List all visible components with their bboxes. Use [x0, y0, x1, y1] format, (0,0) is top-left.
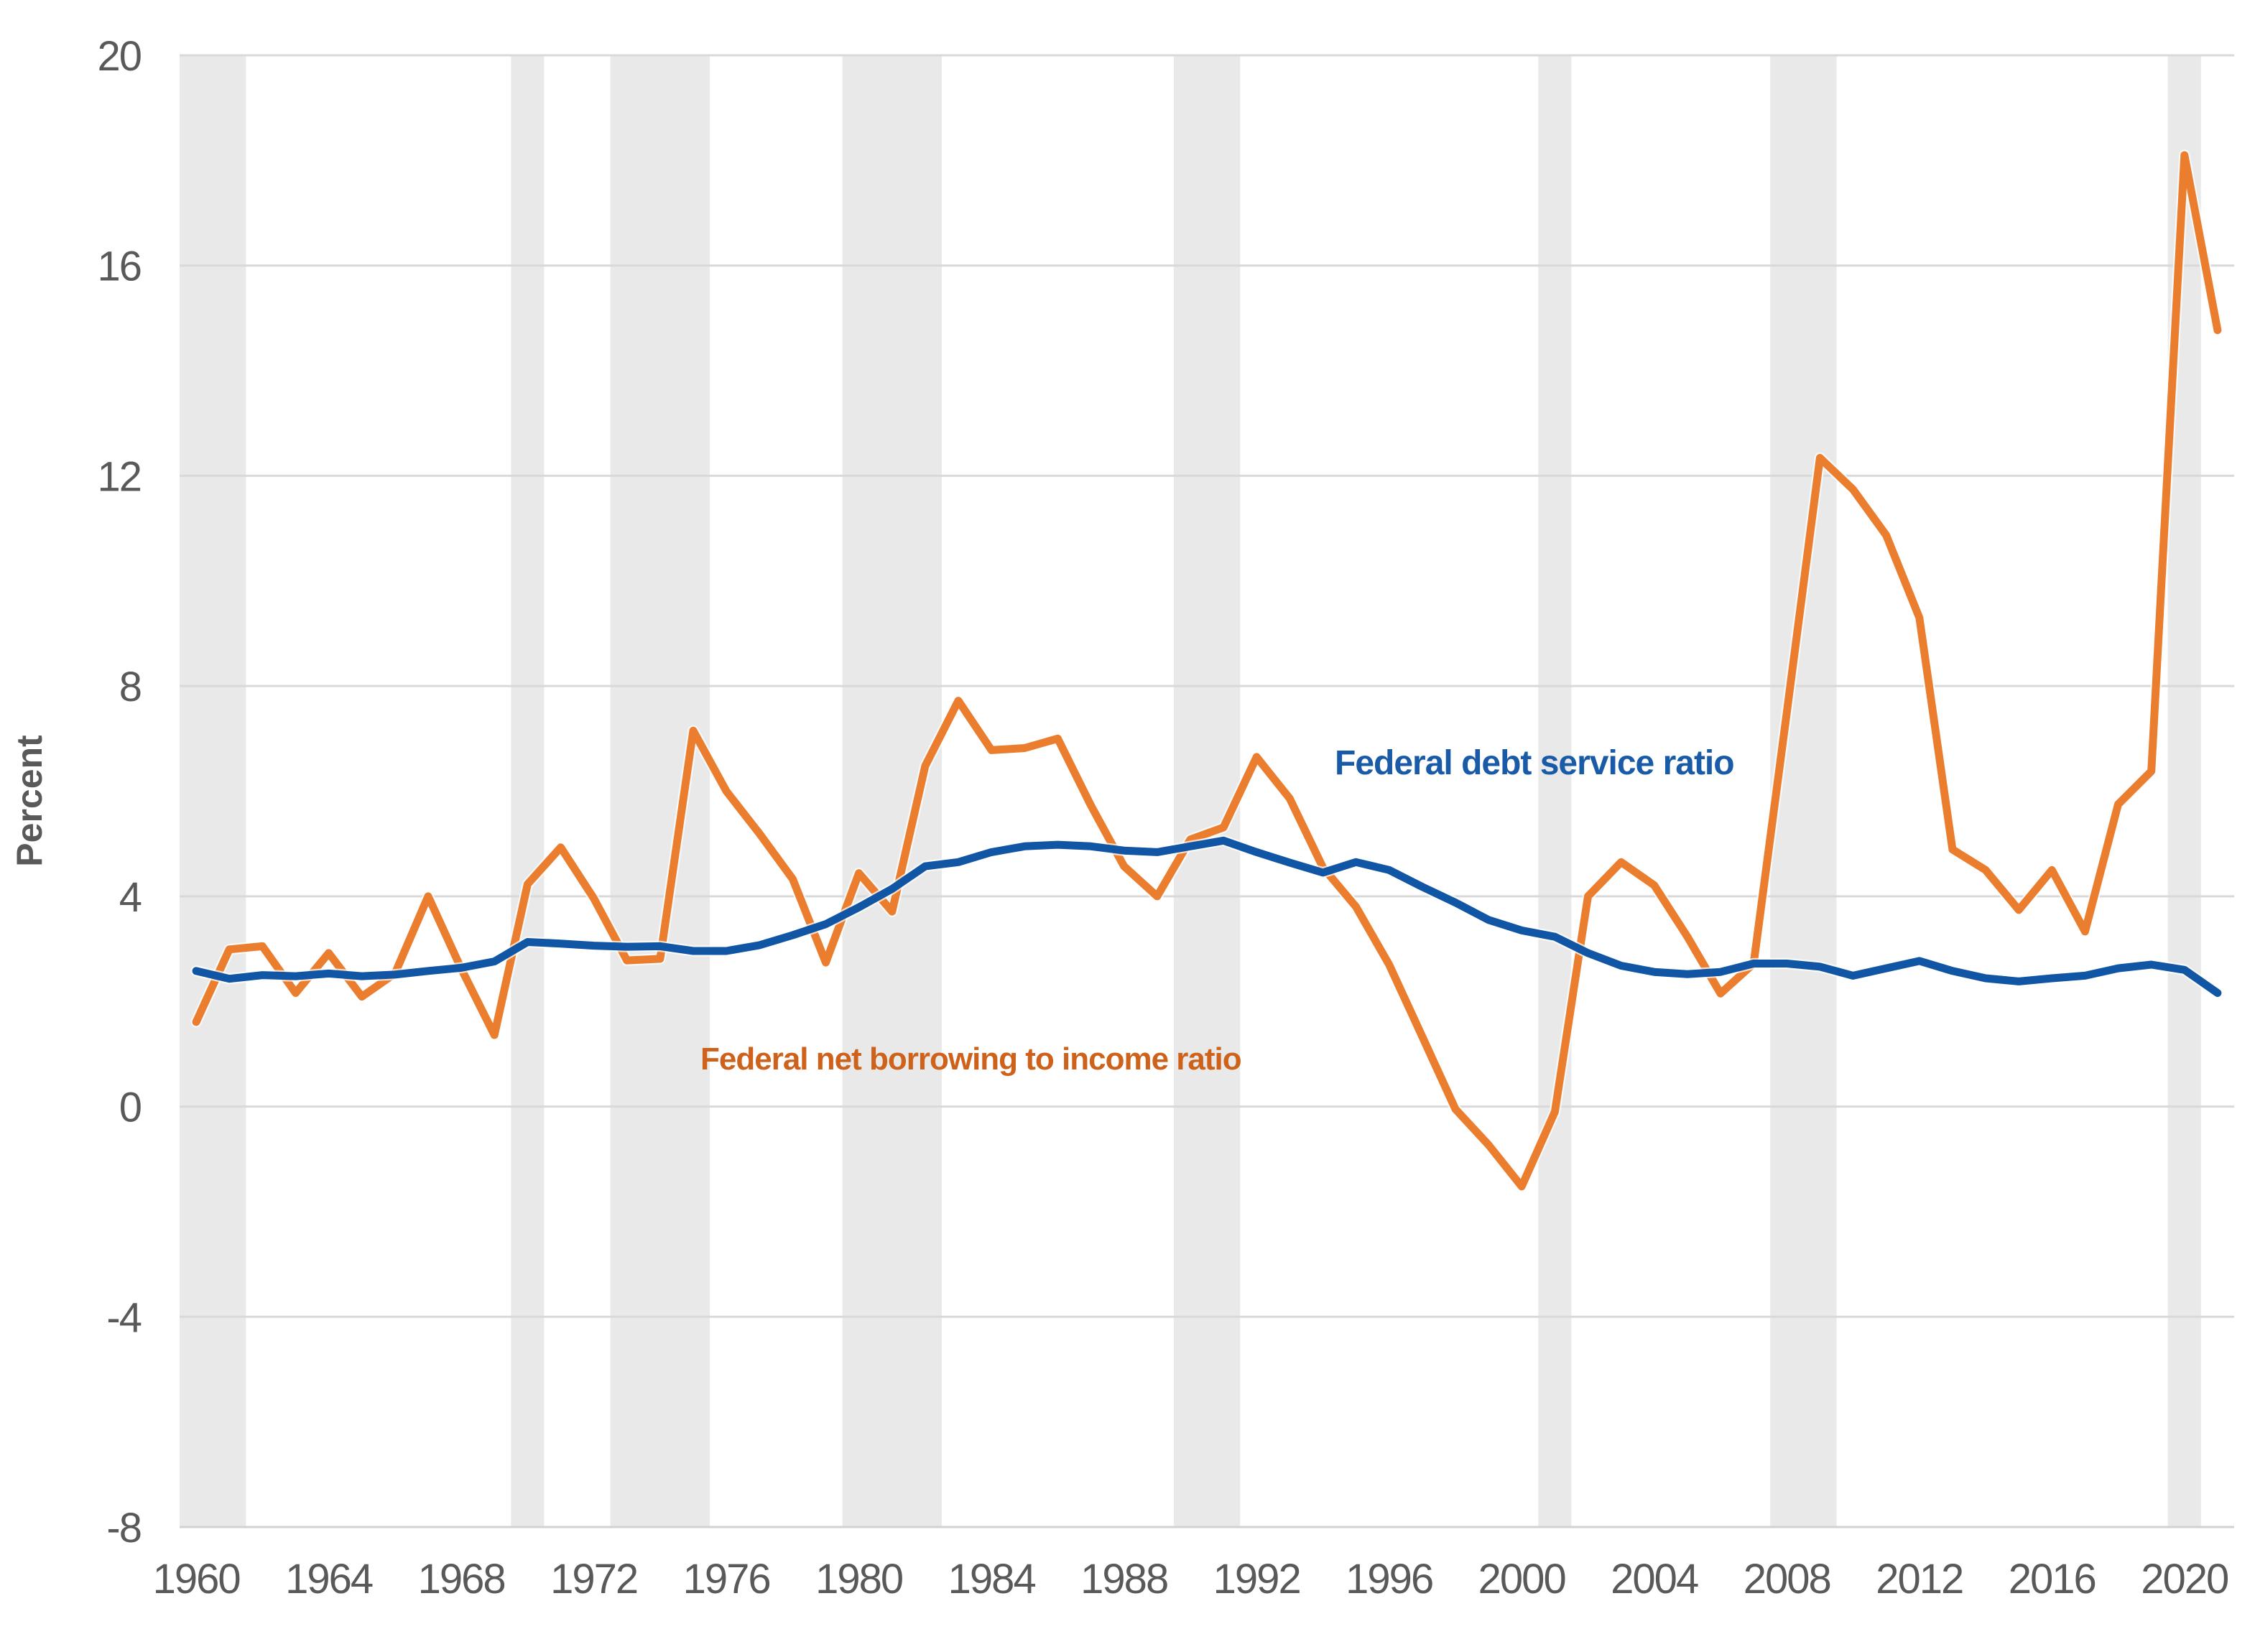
svg-text:1992: 1992 — [1213, 1556, 1300, 1602]
svg-text:16: 16 — [97, 243, 141, 290]
svg-text:1972: 1972 — [550, 1556, 637, 1602]
svg-text:2004: 2004 — [1611, 1556, 1698, 1602]
svg-text:1960: 1960 — [153, 1556, 240, 1602]
svg-text:Federal net borrowing to incom: Federal net borrowing to income ratio — [700, 1041, 1241, 1077]
svg-text:1968: 1968 — [418, 1556, 505, 1602]
svg-text:20: 20 — [97, 33, 141, 80]
svg-text:2020: 2020 — [2141, 1556, 2228, 1602]
svg-text:1988: 1988 — [1080, 1556, 1167, 1602]
svg-text:-4: -4 — [106, 1294, 141, 1341]
svg-text:-8: -8 — [106, 1505, 141, 1551]
svg-text:1996: 1996 — [1346, 1556, 1432, 1602]
svg-text:1976: 1976 — [683, 1556, 770, 1602]
svg-text:Federal debt service ratio: Federal debt service ratio — [1335, 744, 1734, 782]
svg-text:8: 8 — [119, 664, 141, 710]
svg-text:2012: 2012 — [1876, 1556, 1963, 1602]
svg-text:Percent: Percent — [9, 735, 50, 867]
svg-text:12: 12 — [97, 453, 141, 500]
svg-text:2000: 2000 — [1478, 1556, 1565, 1602]
svg-text:0: 0 — [119, 1085, 141, 1131]
svg-text:2008: 2008 — [1744, 1556, 1830, 1602]
svg-text:4: 4 — [119, 874, 142, 921]
svg-text:1984: 1984 — [948, 1556, 1036, 1602]
svg-text:1980: 1980 — [815, 1556, 902, 1602]
svg-text:1964: 1964 — [285, 1556, 373, 1602]
svg-text:2016: 2016 — [2009, 1556, 2096, 1602]
